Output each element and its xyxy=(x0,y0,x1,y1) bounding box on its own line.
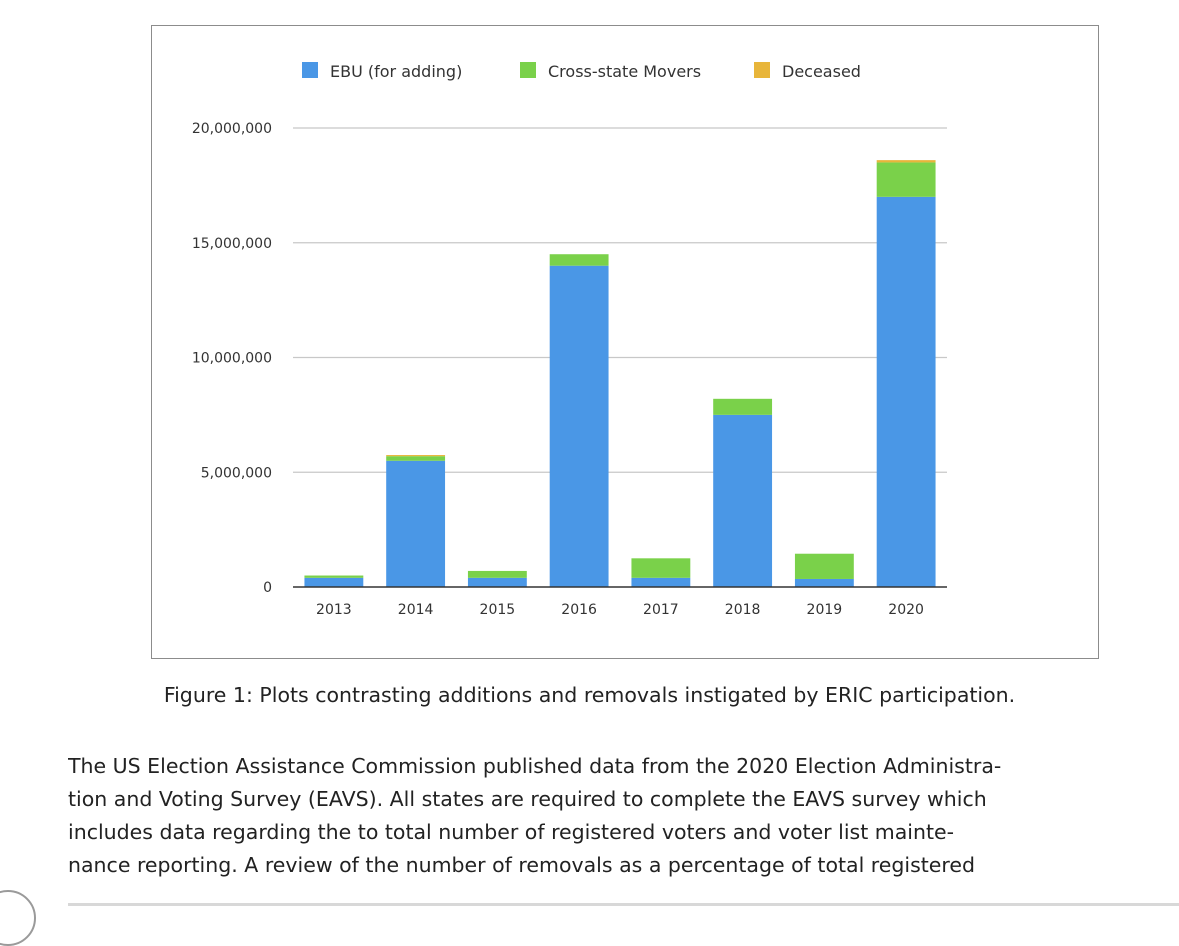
bar-segment xyxy=(876,196,936,587)
legend-label: Cross-state Movers xyxy=(548,62,701,81)
x-tick-label: 2015 xyxy=(480,602,516,618)
x-tick-label: 2019 xyxy=(807,602,843,618)
x-tick-label: 2020 xyxy=(888,602,924,618)
stacked-bar-chart: 0 5,000,000 10,000,000 15,000,000 20,000,000… xyxy=(192,62,947,618)
bar-segment xyxy=(304,577,364,587)
legend-label: Deceased xyxy=(782,62,861,81)
y-tick-label: 0 xyxy=(263,580,272,596)
bar-segment xyxy=(631,577,691,587)
figure-caption: Figure 1: Plots contrasting additions an… xyxy=(163,683,1016,707)
bottom-divider xyxy=(68,903,1179,906)
bar-segment xyxy=(386,456,446,461)
y-tick-label: 5,000,000 xyxy=(201,465,272,481)
body-line: tion and Voting Survey (EAVS). All state… xyxy=(68,787,987,811)
y-tick-label: 10,000,000 xyxy=(192,351,272,367)
y-axis-ticks: 0 5,000,000 10,000,000 15,000,000 20,000,000 xyxy=(192,121,272,596)
bar-segment xyxy=(549,265,609,587)
legend: EBU (for adding) Cross-state Movers Deceas… xyxy=(302,62,861,81)
bar-segment xyxy=(304,575,364,578)
bar-segment xyxy=(713,414,773,587)
bar-segment xyxy=(549,254,609,266)
y-tick-label: 15,000,000 xyxy=(192,236,272,252)
legend-swatch xyxy=(302,62,318,78)
bars xyxy=(304,160,936,587)
bar-segment xyxy=(794,578,854,587)
x-tick-label: 2016 xyxy=(561,602,597,618)
bar-segment xyxy=(876,160,936,163)
body-paragraph: The US Election Assistance Commission pu… xyxy=(68,750,1179,882)
x-tick-label: 2014 xyxy=(398,602,434,618)
bar-segment xyxy=(876,162,936,197)
legend-swatch xyxy=(754,62,770,78)
bar-segment xyxy=(467,577,527,587)
chart-frame: 0 5,000,000 10,000,000 15,000,000 20,000,000… xyxy=(151,25,1099,659)
body-line: nance reporting. A review of the number … xyxy=(68,853,976,877)
body-line: includes data regarding the to total num… xyxy=(68,820,955,844)
x-tick-label: 2013 xyxy=(316,602,352,618)
x-axis-ticks: 2013 2014 2015 2016 2017 2018 2019 2020 xyxy=(316,602,924,618)
bar-segment xyxy=(794,553,854,579)
legend-label: EBU (for adding) xyxy=(330,62,462,81)
corner-circle-icon xyxy=(0,890,36,946)
x-tick-label: 2018 xyxy=(725,602,761,618)
y-tick-label: 20,000,000 xyxy=(192,121,272,137)
bar-segment xyxy=(467,570,527,578)
legend-swatch xyxy=(520,62,536,78)
bar-segment xyxy=(386,455,446,457)
bar-segment xyxy=(631,558,691,578)
body-line: The US Election Assistance Commission pu… xyxy=(68,754,1002,778)
gridlines xyxy=(293,127,947,473)
x-tick-label: 2017 xyxy=(643,602,679,618)
bar-segment xyxy=(386,460,446,587)
bar-segment xyxy=(713,398,773,415)
